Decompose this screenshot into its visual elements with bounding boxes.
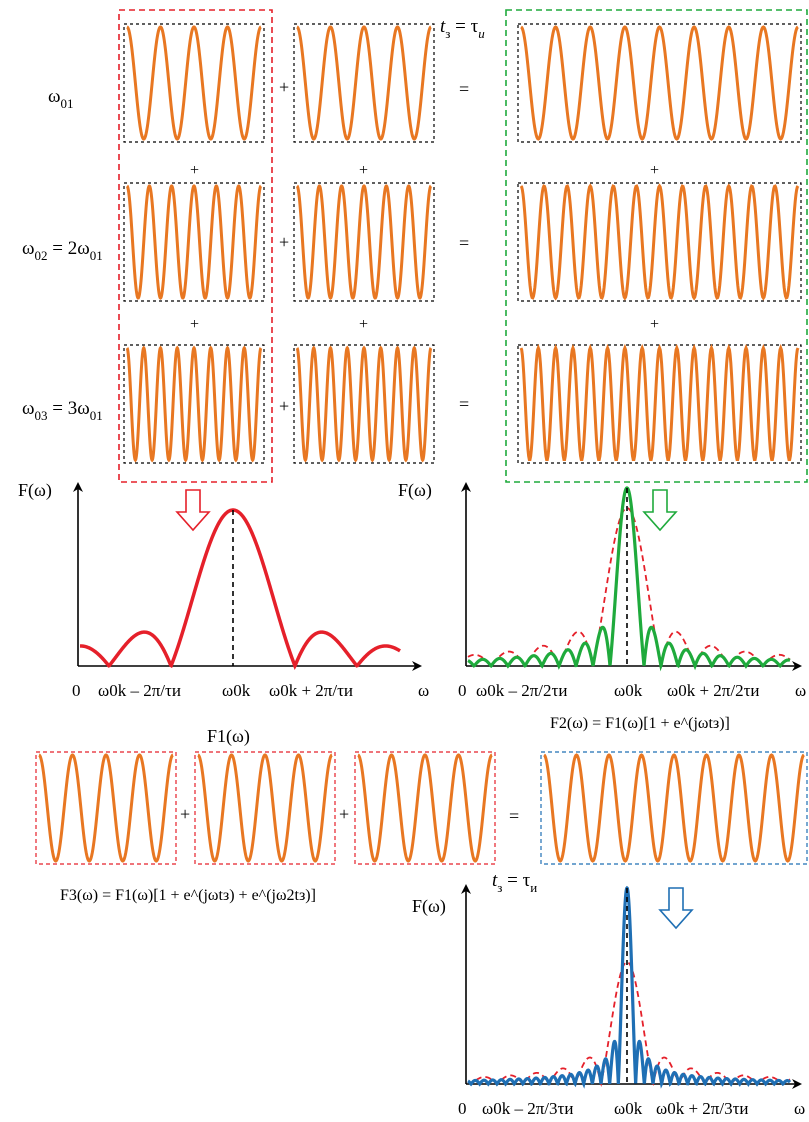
- spectrum-3-axis-label: F(ω): [412, 896, 446, 917]
- sine-wave: [520, 25, 799, 141]
- arrow-down-icon: [175, 489, 211, 532]
- plus-sign: +: [279, 232, 289, 252]
- red-group-frame: [118, 9, 273, 483]
- sine-wave: [543, 753, 805, 863]
- wave-frame: [517, 344, 802, 464]
- spectrum-1-x-label: ω0k + 2π/τи: [269, 681, 353, 700]
- plus-sign: +: [279, 396, 289, 416]
- bottom-sum-row: + + = F3(ω) = F1(ω)[1 + e^(jωtз) + e^(jω…: [35, 751, 808, 904]
- sine-wave: [296, 25, 432, 141]
- plus-sign: +: [650, 162, 659, 179]
- plus-sign: +: [650, 316, 659, 333]
- plus-sign: +: [180, 804, 190, 824]
- spectrum-3: F(ω) 0 ω0k – 2π/3τи ω0k ω0k + 2π/3τи ω: [412, 884, 805, 1118]
- spectrum-2-envelope: [467, 507, 791, 669]
- plus-sign: +: [279, 77, 289, 97]
- wave-frame: [123, 23, 265, 143]
- spectrum-1-curve: [79, 508, 401, 670]
- bottom-waves: [38, 753, 805, 863]
- wave-frame: [293, 344, 435, 464]
- wave-frame: [517, 23, 802, 143]
- spectrum-2: F(ω) 0 ω0k – 2π/2τи ω0k ω0k + 2π/2τи ω F…: [398, 480, 806, 732]
- spectrum-3-x-label: ω0k: [614, 1099, 643, 1118]
- spectrum-2-curve: [467, 486, 791, 672]
- equals-sign: =: [459, 79, 469, 99]
- sine-wave: [126, 25, 262, 141]
- green-group-frame: [505, 9, 808, 483]
- wave-frame: [354, 751, 496, 865]
- plus-sign: +: [190, 316, 199, 333]
- wave-frame: [35, 751, 177, 865]
- spectrum-1: F(ω) 0 ω0k – 2π/τи ω0k ω0k + 2π/τи ω F1(…: [18, 480, 429, 747]
- spectrum-2-x-label: ω0k: [614, 681, 643, 700]
- spectrum-2-x-label: ω0k – 2π/2τи: [476, 681, 567, 700]
- spectrum-1-x-label: ω: [418, 681, 429, 700]
- spectrum-1-caption: F1(ω): [207, 726, 250, 747]
- spectrum-3-x-label: ω0k + 2π/3τи: [656, 1099, 749, 1118]
- spectrum-1-axis-label: F(ω): [18, 480, 52, 501]
- top-waves: [123, 23, 802, 464]
- equals-sign: =: [509, 806, 519, 826]
- spectrum-2-caption: F2(ω) = F1(ω)[1 + e^(jωtз)]: [550, 715, 730, 732]
- plus-sign: +: [359, 162, 368, 179]
- wave-frame: [293, 23, 435, 143]
- plus-sign: +: [359, 316, 368, 333]
- delay-label-bottom: tз = τи: [492, 870, 537, 895]
- wave-frame: [293, 182, 435, 302]
- sine-wave: [519, 343, 800, 462]
- row-label-3: ω03 = 3ω01: [22, 398, 103, 423]
- sine-wave: [125, 345, 263, 463]
- wave-frame: [517, 182, 802, 302]
- plus-sign: +: [190, 162, 199, 179]
- wave-frame: [123, 182, 265, 302]
- spectrum-3-x-label: 0: [458, 1099, 467, 1118]
- spectrum-3-curve: [467, 885, 792, 1089]
- sine-wave: [197, 753, 333, 863]
- spectrum-2-axis-label: F(ω): [398, 480, 432, 501]
- sine-wave: [38, 753, 174, 863]
- top-section: ω01 ω02 = 2ω01 ω03 = 3ω01 tз = τи + + + …: [22, 9, 808, 483]
- row-label-2: ω02 = 2ω01: [22, 238, 103, 263]
- sine-wave: [295, 345, 433, 463]
- spectrum-1-x-label: ω0k: [222, 681, 251, 700]
- spectrum-3-x-label: ω: [794, 1099, 805, 1118]
- row-label-1: ω01: [48, 86, 74, 111]
- equals-sign: =: [459, 233, 469, 253]
- spectrum-1-x-label: 0: [72, 681, 81, 700]
- arrow-down-icon: [642, 489, 678, 532]
- spectrum-3-caption: F3(ω) = F1(ω)[1 + e^(jωtз) + e^(jω2tз)]: [60, 887, 316, 904]
- sine-wave: [125, 184, 263, 300]
- sine-wave: [357, 753, 493, 863]
- spectrum-2-x-label: ω0k + 2π/2τи: [667, 681, 760, 700]
- wave-frame: [194, 751, 336, 865]
- plus-sign: +: [339, 804, 349, 824]
- spectrum-2-x-label: ω: [795, 681, 806, 700]
- spectrum-3-envelope: [467, 961, 791, 1088]
- spectrum-3-x-label: ω0k – 2π/3τи: [482, 1099, 573, 1118]
- spectrum-2-x-label: 0: [458, 681, 467, 700]
- wave-frame: [123, 344, 265, 464]
- arrow-down-icon: [658, 887, 694, 930]
- sine-wave: [295, 184, 433, 300]
- spectrum-1-x-label: ω0k – 2π/τи: [98, 681, 181, 700]
- wave-frame: [540, 751, 808, 865]
- equals-sign: =: [459, 394, 469, 414]
- delay-label-top: tз = τи: [440, 16, 485, 41]
- sine-wave: [519, 183, 800, 301]
